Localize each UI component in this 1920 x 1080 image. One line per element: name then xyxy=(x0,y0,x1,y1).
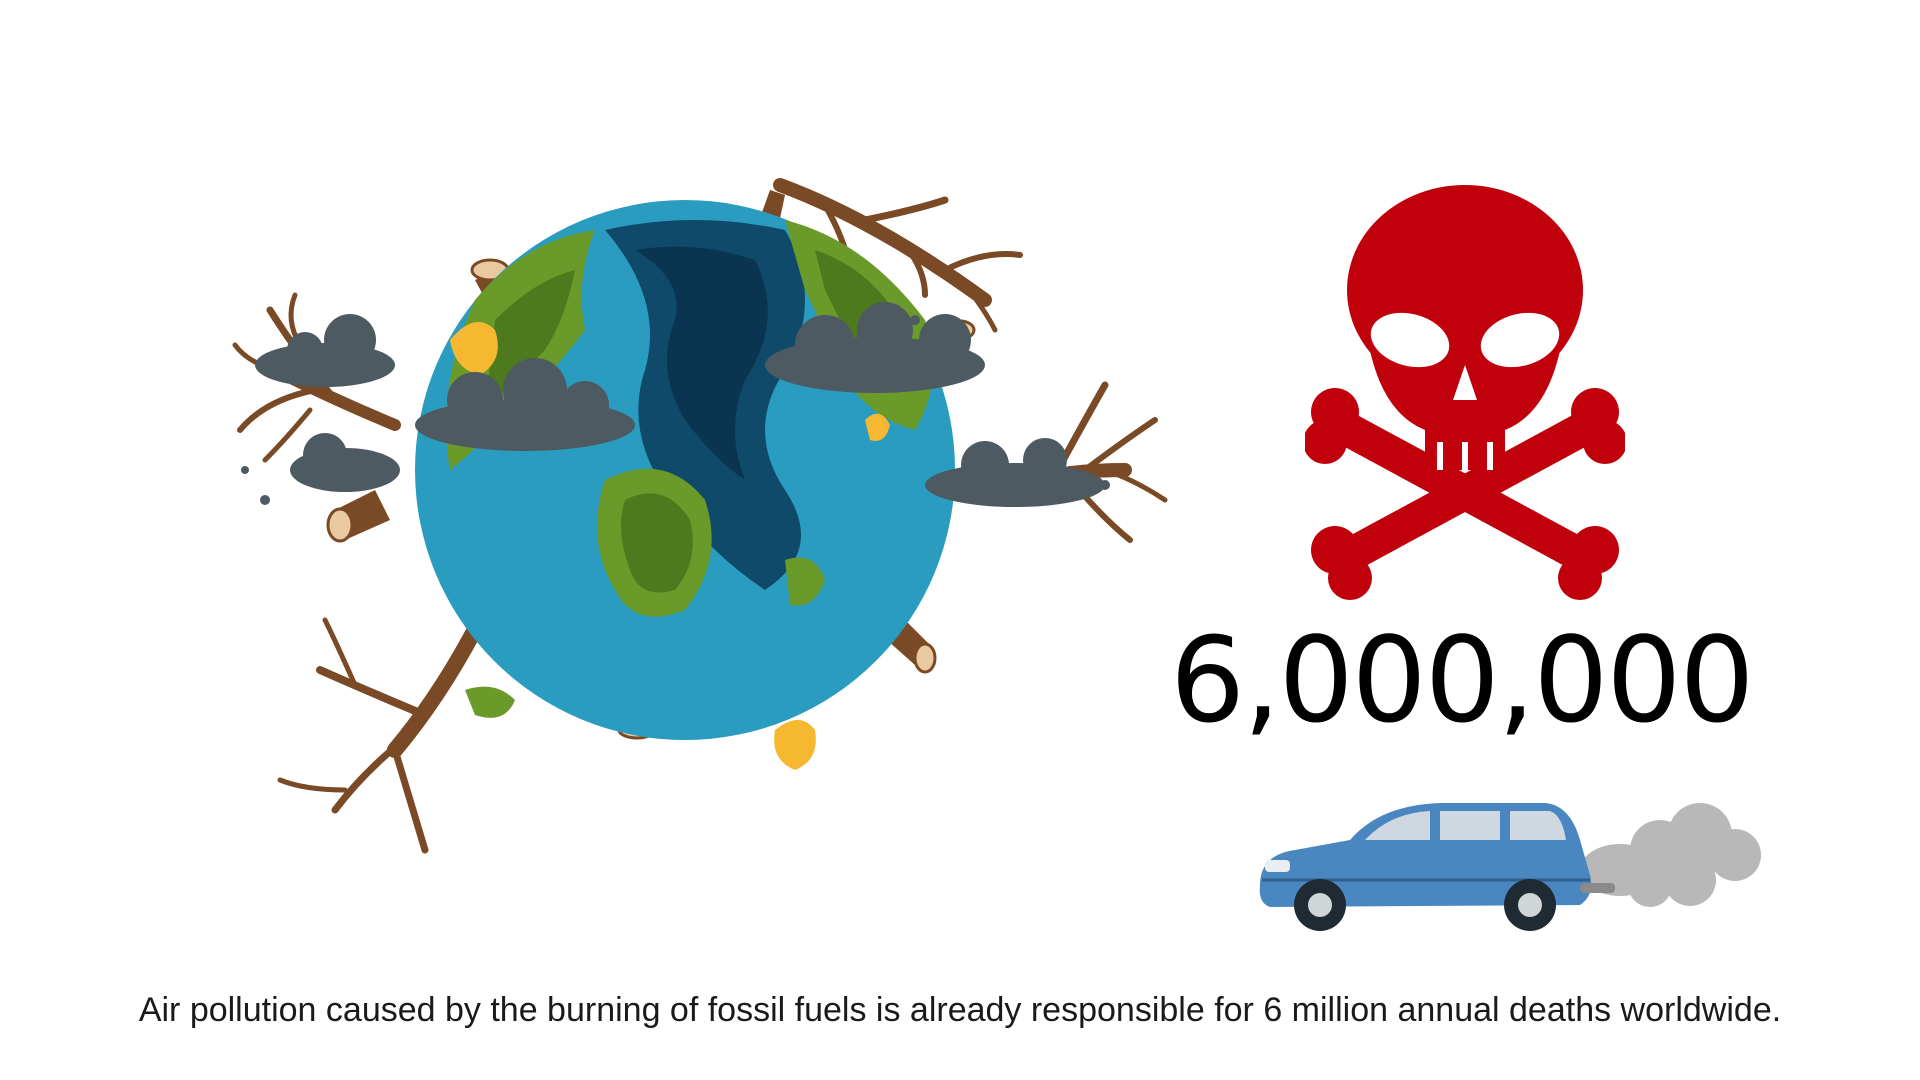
earth-with-dead-trees-icon xyxy=(232,178,1168,854)
smoke-clouds xyxy=(241,302,1110,507)
globe xyxy=(415,200,955,770)
death-count-stat: 6,000,000 xyxy=(1170,611,1755,749)
car-exhaust-icon xyxy=(1259,803,1761,931)
car xyxy=(1259,803,1615,931)
caption-text: Air pollution caused by the burning of f… xyxy=(138,991,1782,1029)
crossbones xyxy=(1305,388,1625,600)
skull-crossbones-icon xyxy=(1305,185,1625,600)
